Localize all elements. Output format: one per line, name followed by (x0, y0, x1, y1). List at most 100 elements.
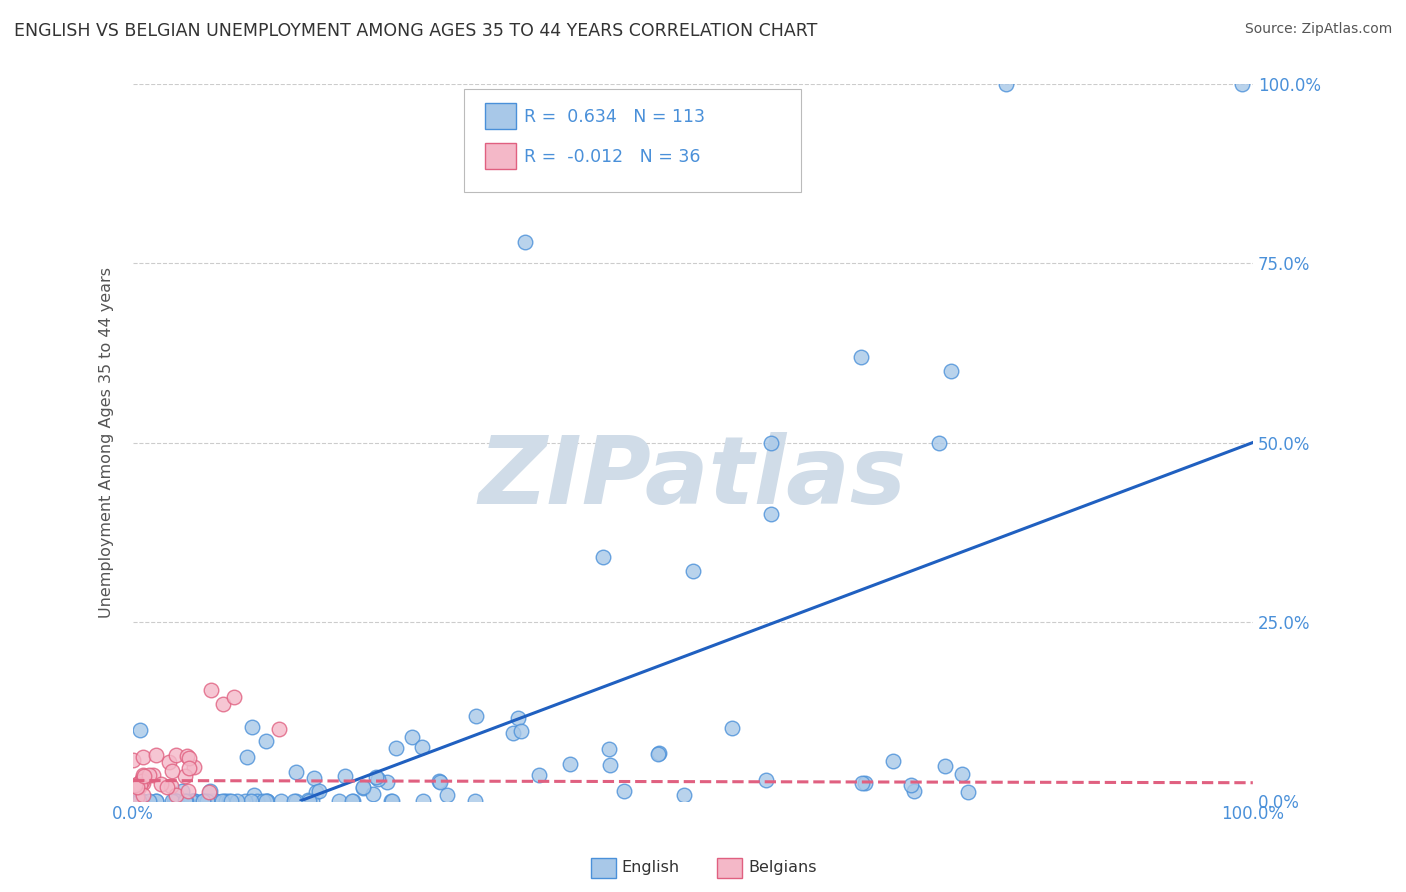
Point (128, 794, 150, 808)
Point (160, 794, 183, 808)
Point (145, 794, 167, 808)
Point (755, 772, 778, 787)
Point (181, 794, 204, 808)
Point (598, 742, 620, 756)
Text: R =  0.634   N = 113: R = 0.634 N = 113 (524, 108, 706, 126)
Point (176, 748, 198, 763)
Point (132, 772, 155, 786)
Point (145, 794, 167, 808)
Point (246, 794, 269, 808)
Point (131, 774, 153, 789)
Point (464, 708, 486, 723)
Point (284, 764, 307, 779)
Point (132, 775, 155, 789)
Point (193, 794, 215, 808)
Point (125, 789, 148, 804)
Text: ZIPatlas: ZIPatlas (479, 433, 907, 524)
Point (131, 772, 153, 786)
Point (165, 788, 187, 802)
Text: Source: ZipAtlas.com: Source: ZipAtlas.com (1244, 22, 1392, 37)
Point (226, 794, 249, 808)
Point (380, 794, 402, 808)
Point (252, 794, 274, 808)
Point (132, 789, 155, 803)
Point (215, 794, 238, 808)
Point (177, 751, 200, 765)
Point (256, 794, 278, 808)
Point (128, 778, 150, 792)
Point (254, 734, 277, 748)
Point (176, 794, 198, 808)
Point (995, 78, 1018, 92)
Point (183, 794, 205, 808)
Point (128, 776, 150, 790)
Point (305, 785, 328, 799)
Point (613, 783, 636, 797)
Point (527, 767, 550, 781)
Point (204, 794, 226, 808)
Point (934, 759, 956, 773)
Point (560, 757, 582, 772)
Point (138, 768, 160, 782)
Point (401, 731, 423, 745)
Text: ENGLISH VS BELGIAN UNEMPLOYMENT AMONG AGES 35 TO 44 YEARS CORRELATION CHART: ENGLISH VS BELGIAN UNEMPLOYMENT AMONG AG… (14, 22, 817, 40)
Point (222, 690, 245, 704)
Point (900, 778, 922, 792)
Point (352, 780, 374, 794)
Point (328, 794, 350, 808)
Point (132, 794, 155, 808)
Point (412, 794, 434, 808)
Point (761, 507, 783, 521)
Point (131, 794, 153, 808)
Point (647, 747, 669, 762)
Point (761, 435, 783, 450)
Point (361, 787, 384, 801)
Point (242, 788, 264, 802)
Point (127, 794, 149, 808)
Text: R =  -0.012   N = 36: R = -0.012 N = 36 (524, 148, 702, 166)
Point (211, 794, 233, 808)
Point (163, 794, 186, 808)
Point (298, 794, 321, 808)
Point (1230, 78, 1253, 92)
Point (851, 776, 873, 790)
Point (125, 780, 148, 794)
Point (218, 794, 240, 808)
Point (193, 794, 215, 808)
Point (198, 784, 221, 798)
Point (242, 720, 264, 734)
Text: Belgians: Belgians (748, 860, 817, 874)
Point (853, 776, 876, 790)
Point (270, 794, 292, 808)
Point (191, 794, 214, 808)
Point (127, 794, 149, 808)
Point (928, 435, 950, 450)
Point (384, 740, 406, 755)
Point (194, 794, 217, 808)
Point (502, 725, 524, 739)
Point (721, 721, 744, 735)
Point (160, 764, 183, 778)
Point (464, 794, 486, 808)
Point (233, 794, 256, 808)
Point (957, 785, 980, 799)
Point (375, 774, 398, 789)
Point (301, 794, 323, 808)
Point (198, 785, 221, 799)
Point (150, 777, 173, 791)
Point (142, 768, 165, 782)
Point (903, 784, 925, 798)
Point (256, 794, 278, 808)
Point (285, 794, 308, 808)
Point (195, 794, 218, 808)
Point (138, 794, 160, 808)
Point (200, 682, 222, 697)
Point (939, 364, 962, 378)
Point (128, 780, 150, 795)
Point (183, 760, 205, 774)
Point (200, 794, 222, 808)
Point (648, 747, 671, 761)
Point (205, 794, 228, 808)
Point (411, 739, 433, 754)
Point (165, 748, 187, 763)
